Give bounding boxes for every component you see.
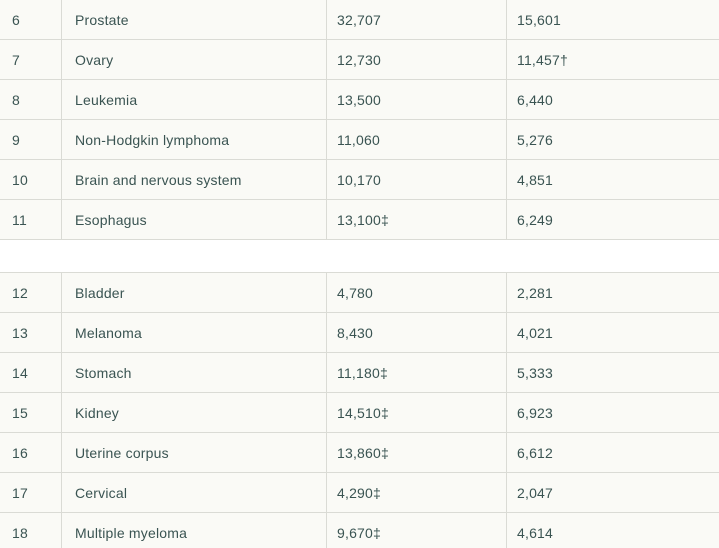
- cancer-site-cell: Melanoma: [62, 313, 327, 352]
- cancer-site-cell: Prostate: [62, 0, 327, 39]
- value2-cell: 4,614: [517, 525, 554, 541]
- value2-cell: 6,612: [517, 444, 554, 461]
- value1-cell: 13,100‡: [327, 200, 507, 239]
- table-section-lower: 12 Bladder 4,780 2,281 13 Melanoma 8,430…: [0, 272, 719, 548]
- value1-cell: 13,500: [327, 80, 507, 119]
- cancer-site-cell: Esophagus: [62, 200, 327, 239]
- cancer-site-cell: Stomach: [62, 353, 327, 392]
- cancer-site-cell: Uterine corpus: [62, 433, 327, 472]
- rank-cell: 10: [0, 160, 62, 199]
- rank-cell: 17: [0, 473, 62, 512]
- value2-cell: 2,281: [517, 284, 554, 301]
- rank-cell: 13: [0, 313, 62, 352]
- value1-cell: 4,780: [327, 273, 507, 312]
- value2-cell: 5,333: [517, 364, 554, 381]
- table-row: 16 Uterine corpus 13,860‡ 6,612: [0, 433, 719, 473]
- value1-cell: 11,060: [327, 120, 507, 159]
- table-row: 6 Prostate 32,707 15,601: [0, 0, 719, 40]
- value2-cell: 6,923: [517, 404, 554, 421]
- table-row: 9 Non-Hodgkin lymphoma 11,060 5,276: [0, 120, 719, 160]
- cancer-site-cell: Non-Hodgkin lymphoma: [62, 120, 327, 159]
- rank-cell: 12: [0, 273, 62, 312]
- value2-cell: 11,457†: [517, 51, 568, 68]
- rank-cell: 8: [0, 80, 62, 119]
- table-row: 11 Esophagus 13,100‡ 6,249: [0, 200, 719, 240]
- value2-cell: 6,249: [517, 211, 554, 228]
- table-row: 17 Cervical 4,290‡ 2,047: [0, 473, 719, 513]
- section-gap: [0, 240, 719, 272]
- cancer-site-cell: Ovary: [62, 40, 327, 79]
- value1-cell: 11,180‡: [327, 353, 507, 392]
- value1-cell: 10,170: [327, 160, 507, 199]
- value1-cell: 8,430: [327, 313, 507, 352]
- value2-cell: 2,047: [517, 484, 554, 501]
- rank-cell: 6: [0, 0, 62, 39]
- cancer-site-cell: Multiple myeloma: [62, 513, 327, 548]
- value1-cell: 9,670‡: [327, 513, 507, 548]
- cancer-site-cell: Cervical: [62, 473, 327, 512]
- table-row: 8 Leukemia 13,500 6,440: [0, 80, 719, 120]
- table-row: 18 Multiple myeloma 9,670‡ 4,614: [0, 513, 719, 548]
- value1-cell: 32,707: [327, 0, 507, 39]
- value2-cell: 4,851: [517, 171, 554, 188]
- rank-cell: 7: [0, 40, 62, 79]
- table-row: 10 Brain and nervous system 10,170 4,851: [0, 160, 719, 200]
- rank-cell: 18: [0, 513, 62, 548]
- value1-cell: 4,290‡: [327, 473, 507, 512]
- table-row: 12 Bladder 4,780 2,281: [0, 273, 719, 313]
- cancer-site-cell: Bladder: [62, 273, 327, 312]
- table-row: 14 Stomach 11,180‡ 5,333: [0, 353, 719, 393]
- cancer-site-cell: Kidney: [62, 393, 327, 432]
- value2-cell: 5,276: [517, 131, 554, 148]
- value2-cell: 6,440: [517, 91, 554, 108]
- value2-cell: 4,021: [517, 324, 554, 341]
- rank-cell: 16: [0, 433, 62, 472]
- cancer-site-cell: Brain and nervous system: [62, 160, 327, 199]
- rank-cell: 9: [0, 120, 62, 159]
- table-row: 13 Melanoma 8,430 4,021: [0, 313, 719, 353]
- rank-cell: 11: [0, 200, 62, 239]
- value1-cell: 13,860‡: [327, 433, 507, 472]
- table-section-upper: 6 Prostate 32,707 15,601 7 Ovary 12,730 …: [0, 0, 719, 240]
- table-row: 7 Ovary 12,730 11,457†: [0, 40, 719, 80]
- table-row: 15 Kidney 14,510‡ 6,923: [0, 393, 719, 433]
- value2-cell: 15,601: [517, 11, 562, 28]
- value1-cell: 14,510‡: [327, 393, 507, 432]
- rank-cell: 14: [0, 353, 62, 392]
- rank-cell: 15: [0, 393, 62, 432]
- cancer-site-cell: Leukemia: [62, 80, 327, 119]
- value1-cell: 12,730: [327, 40, 507, 79]
